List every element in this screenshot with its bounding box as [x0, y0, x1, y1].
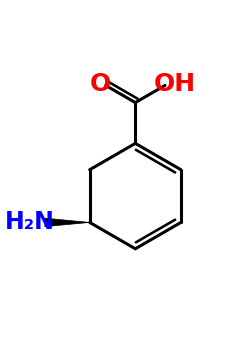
Text: H₂N: H₂N	[5, 210, 54, 234]
Text: O: O	[89, 72, 110, 96]
Text: OH: OH	[154, 72, 196, 96]
Polygon shape	[45, 218, 90, 227]
